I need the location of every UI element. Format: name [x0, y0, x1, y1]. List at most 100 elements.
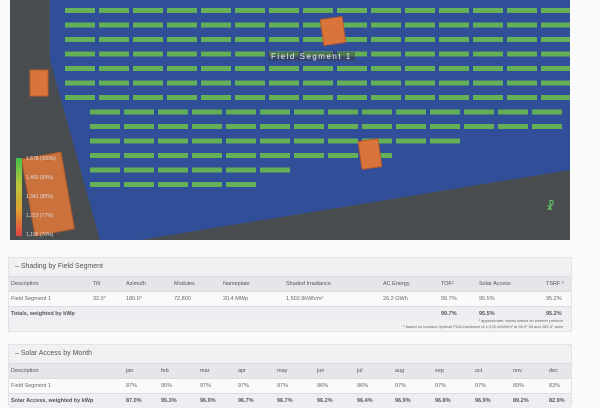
module-row [541, 66, 570, 71]
module-row [226, 167, 256, 173]
module-row [371, 22, 401, 28]
table-cell: Modules [174, 281, 195, 287]
obstruction [357, 138, 383, 170]
module-row [337, 8, 367, 13]
module-row [90, 182, 120, 187]
map-graphic [20, 0, 570, 240]
module-row [201, 8, 231, 13]
module-row [260, 109, 290, 115]
table-cell: 96.7% [277, 398, 293, 404]
module-row [303, 66, 333, 71]
module-row [124, 138, 154, 144]
module-row [269, 66, 299, 71]
module-row [65, 8, 95, 13]
module-row [167, 95, 197, 100]
module-row [507, 8, 537, 13]
module-row [430, 109, 460, 115]
table-cell: Nameplate [223, 281, 250, 287]
module-row [226, 153, 256, 158]
module-row [473, 51, 503, 57]
module-row [235, 66, 265, 71]
module-row [405, 95, 435, 100]
module-row [405, 8, 435, 13]
table-cell: sep [435, 368, 444, 374]
module-row [260, 167, 290, 173]
module-row [235, 80, 265, 86]
table-cell: 96.9% [200, 398, 216, 404]
legend-label: 1,223 (77%) [26, 213, 54, 219]
table-row: Field Segment 1 87% 95% 97% 97% 97% 96% 96% 97% 9… [9, 378, 571, 393]
module-row [133, 22, 163, 28]
footnote: ² based on location Optimal POA Irradian… [403, 324, 563, 329]
module-row [439, 8, 469, 13]
module-row [133, 51, 163, 57]
module-row [235, 95, 265, 100]
module-row [192, 182, 222, 187]
module-row [405, 51, 435, 57]
table-cell: 87% [126, 383, 138, 389]
table-cell: 96% [357, 383, 369, 389]
table-cell: 96.9% [475, 398, 491, 404]
module-row [294, 124, 324, 129]
module-row [235, 8, 265, 13]
module-row [158, 124, 188, 129]
module-row [294, 109, 324, 115]
table-cell: 180.0° [126, 296, 142, 302]
module-row [158, 153, 188, 158]
module-row [371, 80, 401, 86]
shading-section: – Shading by Field Segment Description Ti… [8, 257, 572, 332]
module-rows [65, 8, 570, 187]
solar-access-section: – Solar Access by Month Description jan fe… [8, 344, 572, 408]
module-row [260, 124, 290, 129]
totals-row: Solar Access, weighted by kWp 87.0% 95.3% 9… [9, 393, 571, 408]
module-row [430, 124, 460, 129]
module-row [439, 66, 469, 71]
module-row [532, 109, 562, 115]
totals-tsrf: 95.2% [546, 311, 562, 317]
totals-row: Totals, weighted by kWp 99.7% 95.5% 95.2… [9, 306, 571, 321]
module-row [90, 109, 120, 115]
module-row [192, 153, 222, 158]
module-row [65, 22, 95, 28]
table-cell: 89% [513, 383, 525, 389]
module-row [192, 109, 222, 115]
totals-label: Totals, weighted by kWp [11, 311, 75, 317]
table-cell: apr [238, 368, 246, 374]
module-row [158, 167, 188, 173]
module-row [226, 138, 256, 144]
table-cell: Description [11, 368, 39, 374]
module-row [303, 22, 333, 28]
table-cell: Solar Access [479, 281, 511, 287]
module-row [430, 138, 460, 144]
legend-label: 1,578 (100%) [26, 156, 57, 162]
module-row [167, 37, 197, 42]
module-row [99, 37, 129, 42]
legend-label: 1,460 (93%) [26, 175, 54, 181]
module-row [303, 8, 333, 13]
obstruction [319, 16, 347, 46]
field-segment-label: Field Segment 1 [268, 52, 355, 61]
table-cell: Shaded Irradiance [286, 281, 331, 287]
table-cell: 97% [238, 383, 250, 389]
table-cell: may [277, 368, 288, 374]
module-row [473, 37, 503, 42]
module-row [192, 124, 222, 129]
module-row [362, 109, 392, 115]
module-row [541, 51, 570, 57]
table-cell: 99.7% [441, 296, 457, 302]
module-row [269, 8, 299, 13]
module-row [235, 22, 265, 28]
table-cell: 96.8% [435, 398, 451, 404]
module-row [201, 22, 231, 28]
table-cell: 87.0% [126, 398, 142, 404]
module-row [473, 66, 503, 71]
module-row [473, 80, 503, 86]
module-row [99, 66, 129, 71]
footnote: ¹ approximate, varies based on inverter … [478, 318, 563, 323]
module-row [405, 66, 435, 71]
table-cell: 97% [277, 383, 289, 389]
module-row [201, 37, 231, 42]
module-row [337, 37, 367, 42]
legend-label: 1,341 (85%) [26, 194, 54, 200]
solar-access-title: Solar Access by Month [20, 350, 93, 357]
